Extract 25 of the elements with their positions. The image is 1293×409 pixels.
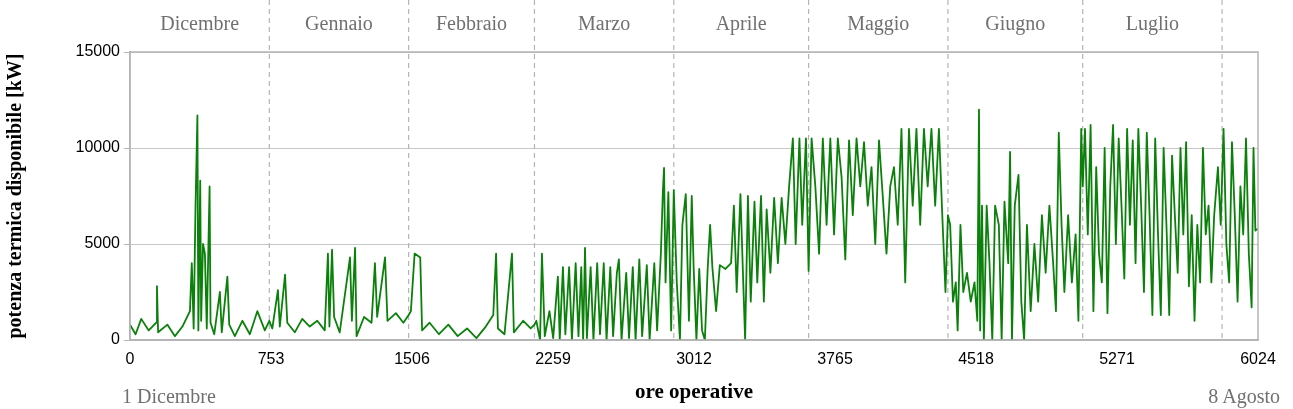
- text: 8 Agosto: [1208, 385, 1280, 408]
- x-tick-label: 0: [125, 350, 135, 368]
- text: 1 Dicembre: [122, 385, 216, 407]
- y-tick-label: 15000: [75, 42, 121, 60]
- y-tick-label: 10000: [75, 138, 121, 156]
- x-tick-label: 4518: [958, 350, 994, 368]
- ref-line-label: Febbraio: [436, 12, 508, 34]
- x-tick-label: 2259: [535, 350, 571, 368]
- x-axis-title: ore operative: [635, 378, 753, 403]
- x-tick-label: 6024: [1240, 350, 1276, 368]
- ref-line-label: Giugno: [985, 12, 1046, 35]
- ref-line-label: Aprile: [715, 12, 767, 35]
- ref-line-label: Luglio: [1125, 12, 1180, 35]
- y-tick-label: 5000: [84, 234, 121, 252]
- x-tick-label: 3765: [817, 350, 853, 368]
- y-axis-title: potenza termica disponibile [kW]: [3, 53, 27, 339]
- ref-line-label: Dicembre: [160, 12, 240, 34]
- x-tick-label: 1506: [394, 350, 430, 368]
- ref-line-label: Maggio: [847, 12, 910, 35]
- y-tick-label: 0: [111, 330, 121, 348]
- x-tick-label: 5271: [1099, 350, 1135, 368]
- x-tick-label: 3012: [676, 350, 712, 368]
- ref-line-label: Gennaio: [305, 12, 373, 34]
- ref-line-label: Marzo: [578, 12, 631, 34]
- x-tick-label: 753: [257, 350, 285, 368]
